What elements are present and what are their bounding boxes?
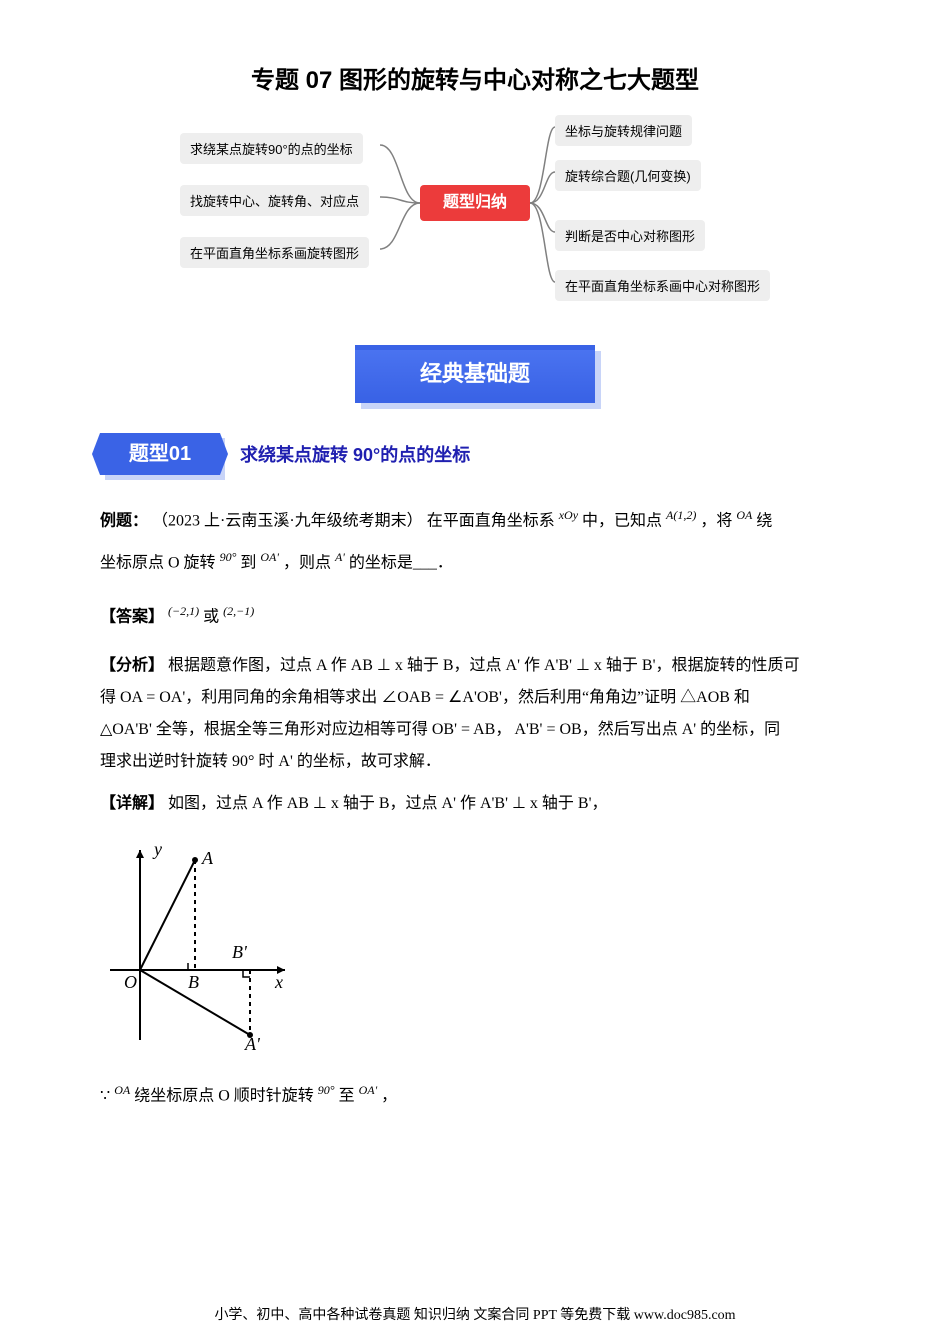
c1-OAp: OA' <box>359 1083 378 1097</box>
p-l2a: 坐标原点 O 旋转 <box>100 554 220 571</box>
Ap-label: A' <box>244 1034 261 1050</box>
answer-text: 【答案】 (−2,1) 或 (2,−1) <box>100 596 850 638</box>
c1b: 绕坐标原点 O 顺时针旋转 <box>134 1087 318 1104</box>
O-label: O <box>124 972 137 992</box>
continuation-1: ∵ OA 绕坐标原点 O 顺时针旋转 90° 至 OA' ， <box>100 1075 850 1117</box>
c1a: ∵ <box>100 1087 114 1104</box>
p-90: 90° <box>220 550 237 564</box>
detail-text: 【详解】 如图，过点 A 作 AB ⊥ x 轴于 B，过点 A' 作 A'B' … <box>100 788 850 820</box>
page-footer: 小学、初中、高中各种试卷真题 知识归纳 文案合同 PPT 等免费下载 www.d… <box>0 1304 950 1324</box>
answer-v2: (2,−1) <box>223 604 254 618</box>
mm-node-right-1: 旋转综合题(几何变换) <box>555 160 701 191</box>
mindmap-center: 题型归纳 <box>420 185 530 221</box>
detail-prefix: 【详解】 <box>100 795 164 812</box>
p-l1b: 中，已知点 <box>582 512 666 529</box>
type-row: 题型01 求绕某点旋转 90°的点的坐标 <box>100 433 850 475</box>
c1d: ， <box>381 1087 397 1104</box>
B-label: B <box>188 972 199 992</box>
Bp-label: B' <box>232 942 248 962</box>
an-l3: △OA'B' 全等，根据全等三角形对应边相等可得 OB' = AB， A'B' … <box>100 721 780 738</box>
section-banner: 经典基础题 <box>355 345 595 403</box>
c1-OA: OA <box>114 1083 130 1097</box>
analysis-text: 【分析】 根据题意作图，过点 A 作 AB ⊥ x 轴于 B，过点 A' 作 A… <box>100 650 850 778</box>
detail-l1: 如图，过点 A 作 AB ⊥ x 轴于 B，过点 A' 作 A'B' ⊥ x 轴… <box>168 795 607 812</box>
x-label: x <box>274 972 283 992</box>
A-label: A <box>201 848 214 868</box>
p-l2d: 的坐标是___． <box>349 554 453 571</box>
an-l2: 得 OA = OA'，利用同角的余角相等求出 ∠OAB = ∠A'OB'，然后利… <box>100 689 750 706</box>
problem-text: 例题： （2023 上·云南玉溪·九年级统考期末） 在平面直角坐标系 xOy 中… <box>100 500 850 584</box>
mm-node-right-3: 在平面直角坐标系画中心对称图形 <box>555 270 770 301</box>
mm-node-right-2: 判断是否中心对称图形 <box>555 220 705 251</box>
problem-prefix: 例题： <box>100 512 148 529</box>
p-l1c: ，将 <box>700 512 736 529</box>
mindmap: 题型归纳 求绕某点旋转90°的点的坐标 找旋转中心、旋转角、对应点 在平面直角坐… <box>100 115 850 325</box>
c1c: 至 <box>339 1087 359 1104</box>
p-l1d: 绕 <box>756 512 772 529</box>
mm-node-left-0: 求绕某点旋转90°的点的坐标 <box>180 133 363 164</box>
p-xOy: xOy <box>559 508 578 522</box>
problem-source: （2023 上·云南玉溪·九年级统考期末） <box>152 512 423 529</box>
answer-prefix: 【答案】 <box>100 608 164 625</box>
mm-node-left-1: 找旋转中心、旋转角、对应点 <box>180 185 369 216</box>
y-label: y <box>152 840 162 859</box>
type-badge: 题型01 <box>100 433 220 475</box>
page-title: 专题 07 图形的旋转与中心对称之七大题型 <box>100 60 850 95</box>
type-title: 求绕某点旋转 90°的点的坐标 <box>240 441 470 467</box>
p-OA2: OA' <box>260 550 279 564</box>
p-l2c: ，则点 <box>283 554 335 571</box>
c1-90: 90° <box>318 1083 335 1097</box>
analysis-prefix: 【分析】 <box>100 657 164 674</box>
answer-or: 或 <box>203 608 223 625</box>
p-l2b: 到 <box>240 554 260 571</box>
an-l1: 根据题意作图，过点 A 作 AB ⊥ x 轴于 B，过点 A' 作 A'B' ⊥… <box>168 657 799 674</box>
an-l4: 理求出逆时针旋转 90° 时 A' 的坐标，故可求解． <box>100 753 441 770</box>
p-A12: A(1,2) <box>666 508 696 522</box>
p-Ap: A' <box>335 550 345 564</box>
p-l1a: 在平面直角坐标系 <box>427 512 559 529</box>
p-OA: OA <box>736 508 752 522</box>
mm-node-right-0: 坐标与旋转规律问题 <box>555 115 692 146</box>
answer-v1: (−2,1) <box>168 604 199 618</box>
mm-node-left-2: 在平面直角坐标系画旋转图形 <box>180 237 369 268</box>
coord-diagram: y x O A B B' A' <box>100 840 300 1050</box>
